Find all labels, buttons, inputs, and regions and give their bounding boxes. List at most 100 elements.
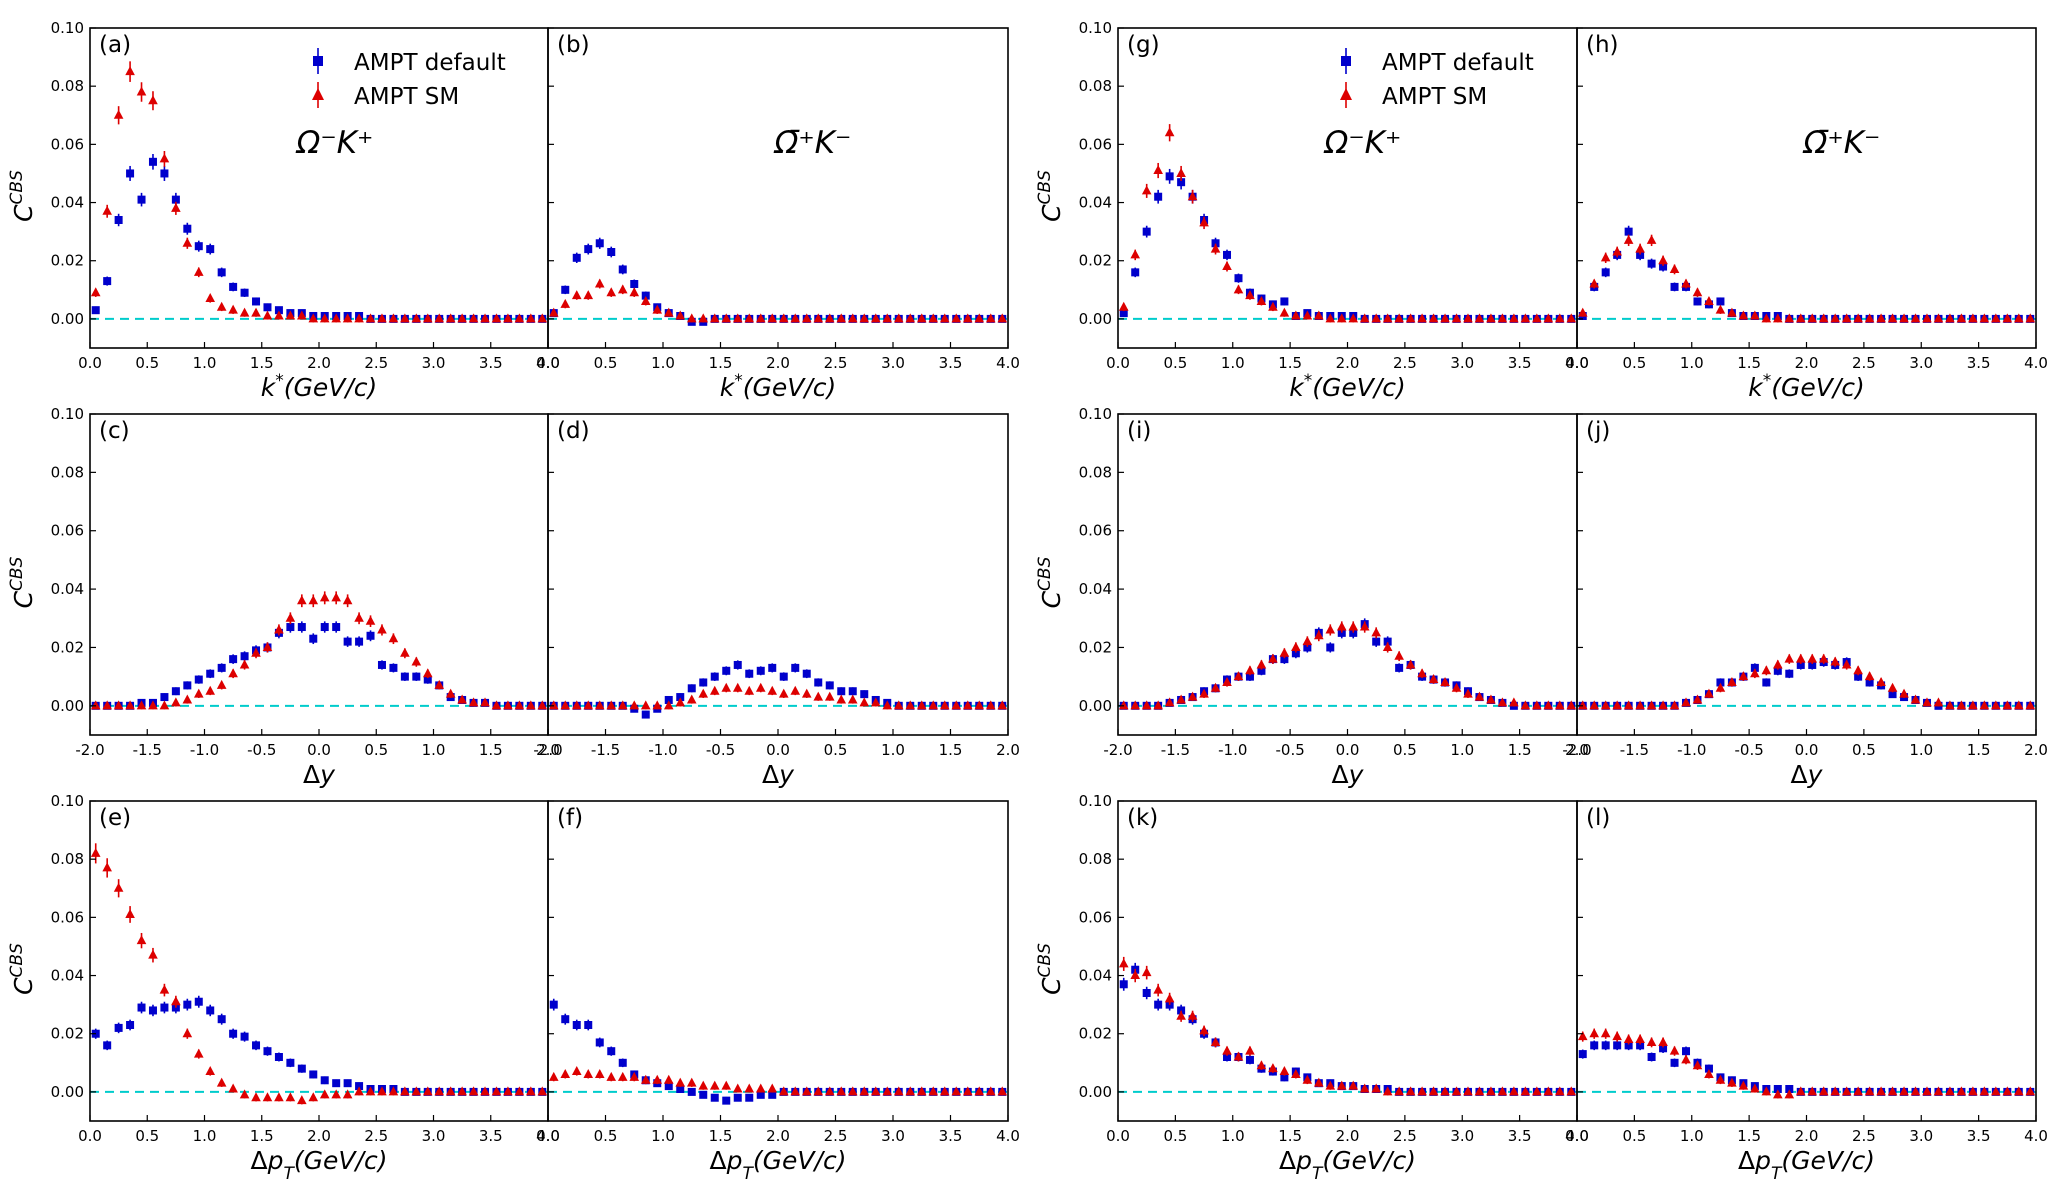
- data-point: [893, 313, 904, 323]
- x-tick-label: -0.5: [706, 741, 735, 759]
- data-point: [652, 700, 663, 710]
- data-point: [1187, 691, 1198, 701]
- data-point: [1154, 192, 1163, 201]
- legend-label: AMPT SM: [354, 84, 459, 110]
- data-point: [1785, 1085, 1794, 1093]
- data-point: [388, 313, 399, 323]
- x-tick-label: 1.0: [193, 1127, 217, 1145]
- data-point: [1405, 1086, 1416, 1096]
- data-point: [710, 1093, 719, 1102]
- data-point: [1773, 1085, 1782, 1093]
- data-point: [733, 1093, 742, 1102]
- data-point: [1382, 641, 1393, 651]
- x-tick-label: 0.0: [766, 741, 790, 759]
- data-point: [1566, 313, 1577, 323]
- data-point: [1164, 697, 1175, 707]
- y-tick-label: 0.04: [51, 580, 84, 598]
- data-point: [1336, 313, 1347, 323]
- data-point: [137, 195, 146, 204]
- x-tick-label: -2.0: [75, 741, 104, 759]
- data-point: [1532, 313, 1542, 323]
- data-point: [1750, 1083, 1760, 1093]
- data-point: [1658, 255, 1668, 265]
- panel-f: 0.0 0.5 1.0 1.5 2.0 2.5 3.0 3.5 4.0 ΔpT(GeV/c) (f): [536, 800, 1020, 1184]
- data-point: [480, 313, 490, 323]
- data-point: [1888, 690, 1897, 699]
- data-point: [343, 637, 352, 646]
- data-point: [1658, 1036, 1668, 1046]
- data-point: [1841, 313, 1852, 323]
- data-point: [1968, 1086, 1978, 1096]
- y-axis-label: CCBS: [1035, 943, 1066, 995]
- series-ampt-default: [91, 153, 547, 323]
- data-point: [1245, 1045, 1255, 1055]
- data-point: [365, 1086, 376, 1096]
- data-point: [251, 307, 261, 317]
- data-point: [1784, 1089, 1795, 1099]
- data-point: [1417, 313, 1427, 323]
- data-point: [263, 1047, 272, 1056]
- data-point: [1624, 1041, 1633, 1050]
- axes-frame: [1576, 27, 2037, 349]
- data-point: [171, 687, 180, 696]
- data-point: [183, 681, 192, 690]
- data-point: [136, 700, 147, 710]
- data-point: [652, 304, 663, 314]
- data-point: [607, 1047, 616, 1056]
- panel-label: (h): [1586, 32, 1619, 58]
- data-point: [1624, 227, 1633, 236]
- data-point: [745, 1093, 754, 1102]
- data-point: [1807, 653, 1818, 663]
- data-point: [1681, 697, 1691, 707]
- y-tick-label: 0.04: [1079, 580, 1112, 598]
- data-point: [229, 282, 238, 291]
- data-point: [193, 1048, 204, 1058]
- data-point: [1336, 621, 1347, 631]
- data-point: [825, 681, 834, 690]
- annotation-antiomega-kminus: Ω̄⁺K⁻: [1802, 125, 1881, 161]
- y-tick-label: 0.00: [51, 697, 84, 715]
- data-point: [343, 1079, 352, 1088]
- x-tick-label: 3.5: [939, 1127, 963, 1145]
- x-tick-label: 3.5: [1967, 354, 1991, 372]
- y-tick-label: 0.06: [1079, 908, 1112, 926]
- x-tick-label: 2.0: [1795, 1127, 1819, 1145]
- data-point: [847, 313, 858, 323]
- data-point: [1796, 660, 1805, 669]
- x-tick-label: 2.5: [364, 354, 388, 372]
- data-point: [1669, 1045, 1680, 1055]
- data-point: [1956, 313, 1967, 323]
- data-point: [1337, 628, 1346, 637]
- x-tick-label: 0.0: [1106, 1127, 1130, 1145]
- data-point: [1635, 243, 1645, 253]
- data-point: [997, 700, 1008, 710]
- series-ampt-default: [1578, 225, 2035, 323]
- data-point: [1417, 668, 1427, 678]
- data-point: [699, 678, 708, 687]
- data-point: [1830, 313, 1840, 323]
- data-point: [916, 313, 927, 323]
- data-point: [1153, 984, 1163, 994]
- series-ampt-default: [1578, 1040, 2035, 1096]
- data-point: [1761, 313, 1772, 323]
- data-point: [1600, 1028, 1611, 1038]
- x-tick-label: 1.5: [1508, 741, 1532, 759]
- data-point: [1818, 653, 1829, 663]
- data-point: [308, 595, 319, 605]
- x-tick-label: 1.0: [1221, 1127, 1245, 1145]
- x-tick-label: 0.5: [1393, 741, 1417, 759]
- data-point: [1463, 313, 1473, 323]
- data-point: [2025, 1086, 2036, 1096]
- data-point: [1291, 310, 1301, 320]
- data-point: [583, 1068, 594, 1078]
- panel-label: (a): [99, 32, 131, 58]
- data-point: [686, 694, 697, 704]
- data-point: [1395, 663, 1404, 672]
- x-tick-label: 3.0: [1450, 354, 1474, 372]
- data-point: [1899, 1086, 1909, 1096]
- data-point: [1394, 650, 1404, 660]
- data-point: [1979, 313, 1990, 323]
- data-point: [548, 1071, 559, 1081]
- data-point: [1658, 700, 1668, 710]
